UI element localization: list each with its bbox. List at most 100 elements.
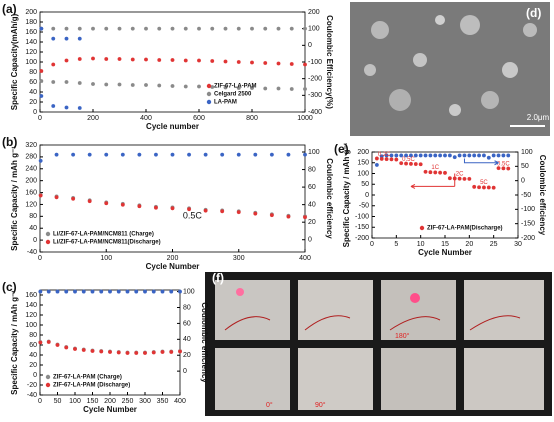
x-tick-label: 350 — [157, 398, 169, 405]
angle-label: 180° — [395, 332, 410, 340]
data-point — [169, 350, 174, 354]
data-point — [303, 62, 307, 67]
data-point — [91, 82, 95, 86]
data-point — [39, 69, 44, 73]
data-point — [496, 166, 501, 171]
x-tick-label: 30 — [514, 241, 522, 248]
data-point — [187, 152, 192, 157]
data-point — [153, 152, 158, 157]
data-point — [477, 185, 482, 190]
panel-label: (c) — [2, 280, 17, 294]
data-point — [151, 289, 156, 294]
panel-label: (a) — [2, 2, 17, 16]
x-tick-label: 1000 — [297, 115, 313, 122]
data-point — [81, 289, 86, 294]
data-point — [423, 169, 428, 174]
y2-axis-label: Coulombic efficiency — [200, 302, 209, 383]
data-point — [223, 59, 228, 64]
data-point — [438, 153, 443, 158]
y-tick-label: -20 — [27, 382, 37, 389]
y2-tick-label: -400 — [308, 109, 322, 116]
y-axis-label: Specific Capacity / mAh g⁻¹ — [10, 146, 19, 251]
data-point — [38, 193, 43, 198]
y2-tick-label: 200 — [308, 9, 320, 16]
data-point — [404, 161, 409, 166]
x-tick-label: 250 — [122, 398, 134, 405]
data-point — [433, 153, 438, 158]
data-point — [116, 350, 121, 355]
y-tick-label: 80 — [29, 69, 37, 76]
y2-tick-label: 0 — [308, 42, 312, 49]
data-point — [236, 86, 241, 90]
panel-label: (d) — [526, 6, 541, 20]
data-point — [81, 348, 86, 352]
data-point — [438, 170, 443, 175]
x-axis-label: Cycle Number — [83, 405, 137, 414]
x-tick-label: 25 — [490, 241, 498, 248]
data-point — [263, 86, 268, 91]
data-point — [46, 340, 51, 344]
y-tick-label: 20 — [29, 99, 37, 106]
data-point — [157, 58, 162, 62]
data-point — [153, 205, 158, 210]
y2-tick-label: 100 — [521, 149, 533, 156]
data-point — [170, 84, 175, 88]
data-point — [137, 152, 142, 157]
x-tick-label: 400 — [174, 398, 186, 405]
data-point — [51, 104, 56, 108]
data-point — [73, 289, 77, 294]
x-tick-label: 300 — [139, 398, 151, 405]
data-point — [197, 84, 201, 89]
x-tick-label: 10 — [417, 241, 425, 248]
x-tick-label: 200 — [167, 255, 179, 262]
legend-marker — [206, 99, 212, 105]
legend-label: Li/ZIF-67-LA-PAM/NCM811(Discharge) — [53, 240, 161, 246]
data-point — [269, 152, 274, 157]
x-tick-label: 400 — [299, 255, 311, 262]
data-point — [423, 153, 428, 158]
legend-label: ZIF-67-LA-PAM — [214, 84, 257, 90]
data-point — [223, 26, 228, 31]
data-point — [250, 86, 254, 90]
y-tick-label: 80 — [29, 213, 37, 220]
data-point — [443, 153, 447, 158]
y2-axis-label: Coulombic efficiency — [538, 155, 547, 236]
data-point — [117, 82, 122, 87]
data-point — [187, 207, 192, 212]
data-point — [197, 26, 201, 31]
data-point — [90, 289, 95, 294]
data-point — [39, 26, 44, 31]
data-point — [462, 176, 467, 181]
y2-tick-label: 40 — [183, 336, 191, 343]
data-point — [157, 83, 162, 88]
data-point — [55, 289, 60, 294]
legend-marker — [206, 91, 212, 97]
y-tick-label: 120 — [25, 49, 37, 56]
data-point — [269, 213, 274, 218]
panel-label: (b) — [2, 135, 17, 149]
y-tick-label: 0 — [33, 109, 37, 116]
data-point — [220, 209, 225, 214]
data-point — [51, 80, 56, 84]
x-tick-label: 100 — [100, 255, 112, 262]
data-point — [452, 155, 457, 160]
annotation: 0.5C — [402, 157, 415, 163]
legend-marker — [206, 83, 212, 89]
data-point — [77, 57, 82, 61]
y-tick-label: -200 — [355, 235, 369, 242]
data-point — [496, 153, 501, 158]
x-tick-label: 0 — [38, 255, 42, 262]
data-point — [236, 60, 241, 64]
data-point — [379, 156, 384, 161]
data-point — [210, 59, 215, 63]
data-point — [289, 26, 294, 31]
x-axis-label: Cycle number — [146, 122, 199, 131]
data-point — [91, 56, 95, 61]
data-point — [481, 185, 486, 190]
data-point — [91, 26, 95, 31]
data-point — [71, 152, 76, 157]
data-point — [130, 26, 135, 31]
data-point — [433, 170, 438, 175]
data-point — [253, 211, 258, 216]
data-point — [38, 158, 43, 163]
